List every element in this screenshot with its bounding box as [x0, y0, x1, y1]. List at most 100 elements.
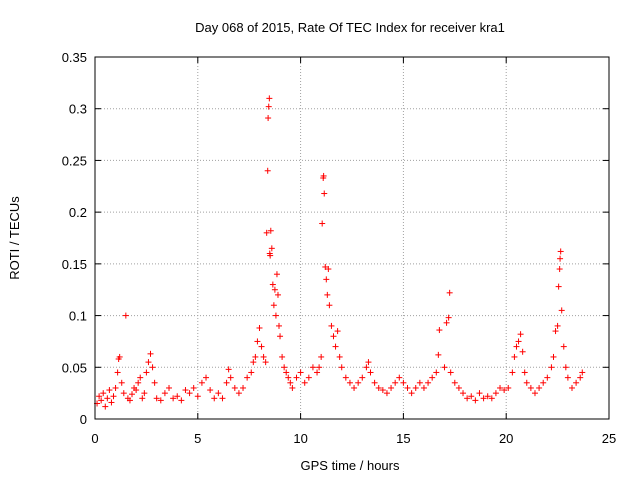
data-point: [396, 374, 403, 381]
data-point: [149, 364, 156, 371]
data-point: [264, 167, 271, 174]
data-point: [122, 312, 129, 319]
data-point: [301, 379, 308, 386]
data-point: [316, 364, 323, 371]
data-point: [404, 384, 411, 391]
data-point: [289, 384, 296, 391]
data-point: [371, 379, 378, 386]
data-point: [555, 283, 562, 290]
data-point: [106, 387, 113, 394]
data-point: [215, 390, 222, 397]
data-point: [334, 328, 341, 335]
data-point: [531, 390, 538, 397]
data-point: [433, 369, 440, 376]
data-point: [153, 395, 160, 402]
chart-title: Day 068 of 2015, Rate Of TEC Index for r…: [195, 20, 505, 35]
data-point: [174, 393, 181, 400]
data-point: [412, 384, 419, 391]
data-point: [98, 397, 105, 404]
data-point: [332, 343, 339, 350]
data-point: [254, 338, 261, 345]
data-point: [141, 390, 148, 397]
data-point: [480, 395, 487, 402]
data-point: [488, 395, 495, 402]
y-tick-label: 0.1: [69, 309, 87, 324]
y-tick-label: 0.2: [69, 205, 87, 220]
data-point: [170, 395, 177, 402]
data-point: [265, 103, 272, 110]
data-point: [112, 384, 119, 391]
y-tick-label: 0.05: [62, 360, 87, 375]
data-point: [178, 397, 185, 404]
data-point: [544, 374, 551, 381]
data-point: [536, 384, 543, 391]
data-point: [273, 271, 280, 278]
data-point: [351, 384, 358, 391]
data-point: [137, 374, 144, 381]
data-point: [338, 364, 345, 371]
data-point: [227, 374, 234, 381]
data-point: [314, 369, 321, 376]
data-point: [283, 369, 290, 376]
data-point: [336, 353, 343, 360]
data-point: [363, 364, 370, 371]
data-point: [416, 379, 423, 386]
data-point: [564, 374, 571, 381]
y-axis-label: ROTI / TECUs: [7, 196, 22, 280]
data-point: [513, 343, 520, 350]
data-point: [104, 395, 111, 402]
data-point: [320, 172, 327, 179]
data-point: [293, 374, 300, 381]
data-point: [436, 327, 443, 334]
data-point: [258, 343, 265, 350]
data-point: [540, 379, 547, 386]
data-point: [203, 374, 210, 381]
data-point: [118, 379, 125, 386]
data-point: [550, 353, 557, 360]
data-point: [326, 302, 333, 309]
data-point: [460, 390, 467, 397]
data-point: [297, 369, 304, 376]
data-point: [464, 395, 471, 402]
data-point: [277, 333, 284, 340]
data-point: [271, 286, 278, 293]
data-point: [554, 322, 561, 329]
data-point: [157, 397, 164, 404]
data-point: [435, 351, 442, 358]
data-point: [579, 369, 586, 376]
x-tick-label: 10: [293, 431, 307, 446]
data-point: [517, 331, 524, 338]
data-point: [240, 384, 247, 391]
data-point: [468, 393, 475, 400]
data-point: [505, 384, 512, 391]
data-point: [281, 364, 288, 371]
data-point: [276, 322, 283, 329]
data-point: [497, 384, 504, 391]
data-point: [100, 390, 107, 397]
data-point: [182, 387, 189, 394]
data-point: [260, 353, 267, 360]
data-point: [346, 379, 353, 386]
data-point: [262, 359, 269, 366]
data-point: [135, 379, 142, 386]
x-tick-label: 15: [396, 431, 410, 446]
x-tick-label: 20: [499, 431, 513, 446]
data-point: [223, 379, 230, 386]
data-point: [548, 364, 555, 371]
data-point: [114, 369, 121, 376]
data-point: [429, 374, 436, 381]
x-tick-label: 25: [602, 431, 616, 446]
data-point: [472, 397, 479, 404]
data-point: [492, 390, 499, 397]
data-point: [225, 366, 232, 373]
data-point: [190, 384, 197, 391]
data-point: [279, 353, 286, 360]
data-point: [446, 289, 453, 296]
grid-lines: [95, 57, 609, 419]
data-point: [116, 353, 123, 360]
data-point: [268, 245, 275, 252]
data-point: [248, 369, 255, 376]
data-point: [355, 379, 362, 386]
data-point: [161, 390, 168, 397]
